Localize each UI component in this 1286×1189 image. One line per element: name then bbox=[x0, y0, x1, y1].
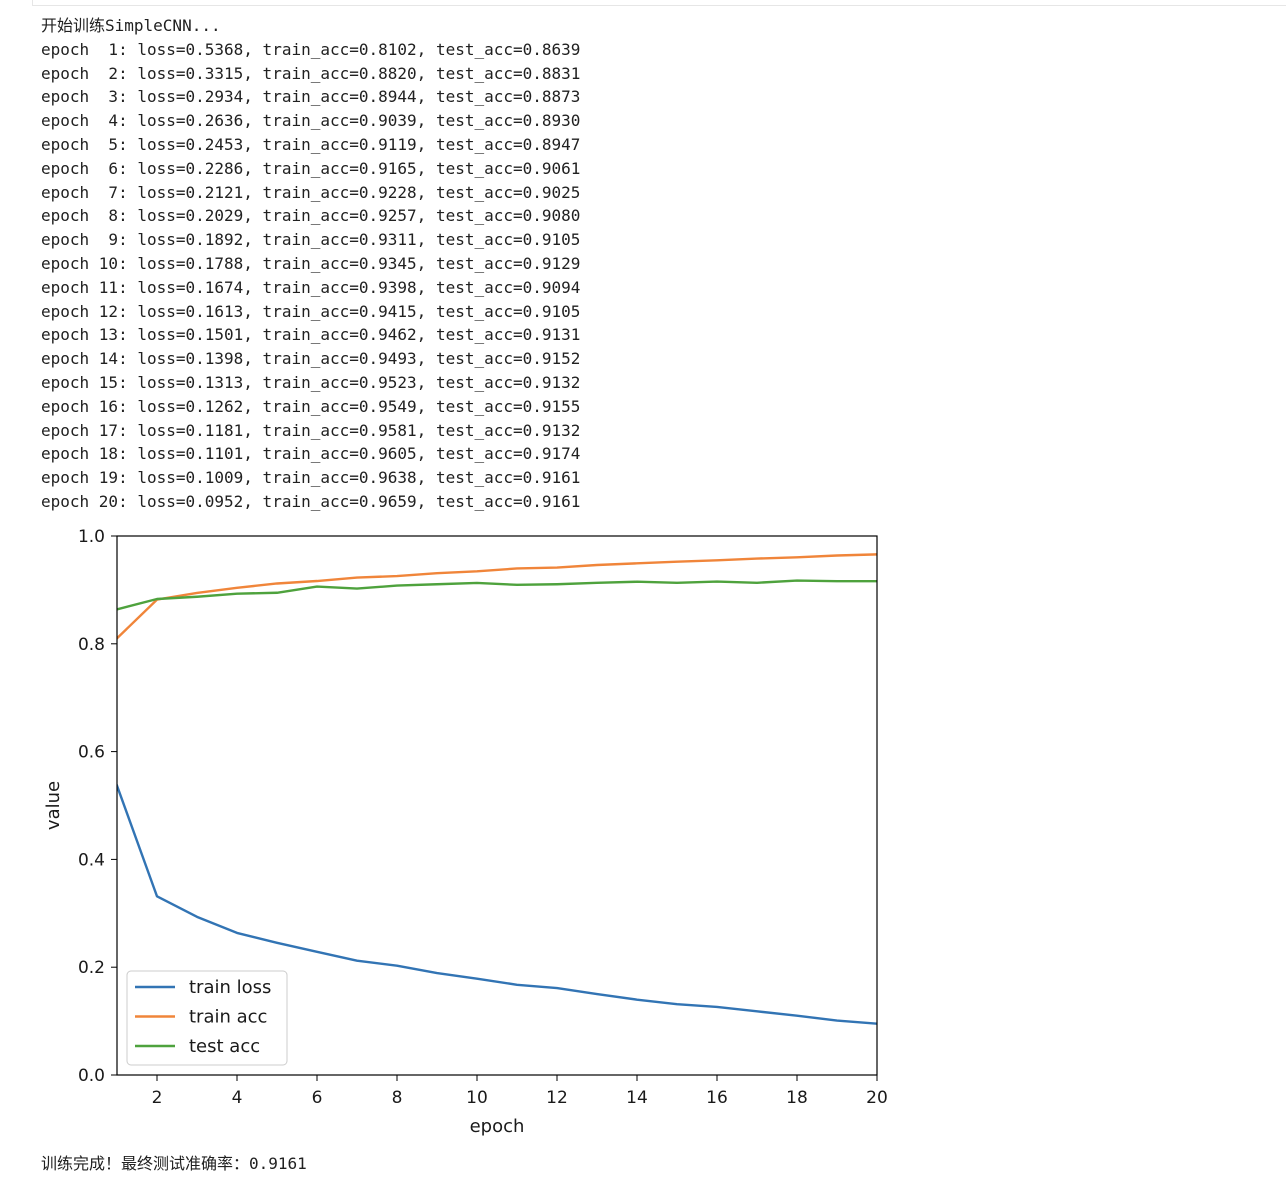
y-tick-label: 0.6 bbox=[78, 743, 105, 763]
log-line: epoch 12: loss=0.1613, train_acc=0.9415,… bbox=[41, 301, 581, 321]
x-tick-label: 12 bbox=[546, 1088, 568, 1108]
log-line: epoch 6: loss=0.2286, train_acc=0.9165, … bbox=[41, 158, 581, 178]
log-line: epoch 14: loss=0.1398, train_acc=0.9493,… bbox=[41, 349, 581, 369]
y-tick-label: 0.0 bbox=[78, 1066, 105, 1086]
final-result-text: 训练完成！最终测试准确率：0.9161 bbox=[41, 1154, 307, 1173]
series-lines bbox=[117, 553, 877, 1025]
log-line: epoch 15: loss=0.1313, train_acc=0.9523,… bbox=[41, 372, 581, 392]
log-line: epoch 20: loss=0.0952, train_acc=0.9659,… bbox=[41, 491, 581, 511]
log-line: epoch 11: loss=0.1674, train_acc=0.9398,… bbox=[41, 277, 581, 297]
log-line: epoch 3: loss=0.2934, train_acc=0.8944, … bbox=[41, 87, 581, 107]
log-line: epoch 13: loss=0.1501, train_acc=0.9462,… bbox=[41, 325, 581, 345]
y-axis-label: value bbox=[43, 781, 64, 830]
output-cell-border bbox=[32, 0, 1286, 6]
x-tick-label: 14 bbox=[626, 1088, 648, 1108]
log-line: epoch 2: loss=0.3315, train_acc=0.8820, … bbox=[41, 63, 581, 83]
y-tick-label: 0.8 bbox=[78, 635, 105, 655]
axes-frame bbox=[116, 535, 878, 1076]
series-line-test-acc bbox=[117, 579, 877, 611]
x-tick-label: 16 bbox=[706, 1088, 728, 1108]
x-tick-label: 6 bbox=[312, 1088, 323, 1108]
x-tick-label: 18 bbox=[786, 1088, 808, 1108]
log-line: epoch 9: loss=0.1892, train_acc=0.9311, … bbox=[41, 230, 581, 250]
log-line: epoch 1: loss=0.5368, train_acc=0.8102, … bbox=[41, 39, 581, 59]
log-header: 开始训练SimpleCNN... bbox=[41, 16, 221, 35]
legend-label: train acc bbox=[189, 1007, 267, 1028]
training-log: 开始训练SimpleCNN... epoch 1: loss=0.5368, tr… bbox=[41, 14, 580, 514]
log-lines: epoch 1: loss=0.5368, train_acc=0.8102, … bbox=[41, 38, 580, 514]
log-line: epoch 19: loss=0.1009, train_acc=0.9638,… bbox=[41, 468, 581, 488]
x-axis-label: epoch bbox=[470, 1116, 525, 1137]
y-tick-label: 0.4 bbox=[78, 850, 105, 870]
x-tick-label: 20 bbox=[866, 1088, 888, 1108]
log-line: epoch 10: loss=0.1788, train_acc=0.9345,… bbox=[41, 253, 581, 273]
log-line: epoch 17: loss=0.1181, train_acc=0.9581,… bbox=[41, 420, 581, 440]
legend-label: test acc bbox=[189, 1036, 260, 1057]
log-line: epoch 4: loss=0.2636, train_acc=0.9039, … bbox=[41, 111, 581, 131]
training-chart: 2 4 6 8 10 12 14 16 18 20 0.0 0.2 0.4 0.6 0.8 1.0 epoch v… bbox=[36, 520, 906, 1150]
y-tick-label: 0.2 bbox=[78, 958, 105, 978]
log-line: epoch 18: loss=0.1101, train_acc=0.9605,… bbox=[41, 444, 581, 464]
y-tick-label: 1.0 bbox=[78, 527, 105, 547]
series-line-train-acc bbox=[117, 553, 877, 640]
legend: train loss train acc test acc bbox=[126, 970, 288, 1066]
legend-label: train loss bbox=[189, 977, 271, 998]
log-line: epoch 16: loss=0.1262, train_acc=0.9549,… bbox=[41, 396, 581, 416]
x-tick-label: 10 bbox=[466, 1088, 488, 1108]
x-tick-label: 2 bbox=[152, 1088, 163, 1108]
series-line-train-loss bbox=[117, 784, 877, 1025]
log-line: epoch 8: loss=0.2029, train_acc=0.9257, … bbox=[41, 206, 581, 226]
axes: 2 4 6 8 10 12 14 16 18 20 0.0 0.2 0.4 0.6 0.8 1.0 epoch v… bbox=[43, 527, 888, 1137]
legend-box bbox=[126, 970, 288, 1066]
log-line: epoch 5: loss=0.2453, train_acc=0.9119, … bbox=[41, 134, 581, 154]
x-tick-label: 8 bbox=[392, 1088, 403, 1108]
x-tick-label: 4 bbox=[232, 1088, 243, 1108]
log-line: epoch 7: loss=0.2121, train_acc=0.9228, … bbox=[41, 182, 581, 202]
chart-svg: 2 4 6 8 10 12 14 16 18 20 0.0 0.2 0.4 0.6 0.8 1.0 epoch v… bbox=[43, 527, 888, 1137]
